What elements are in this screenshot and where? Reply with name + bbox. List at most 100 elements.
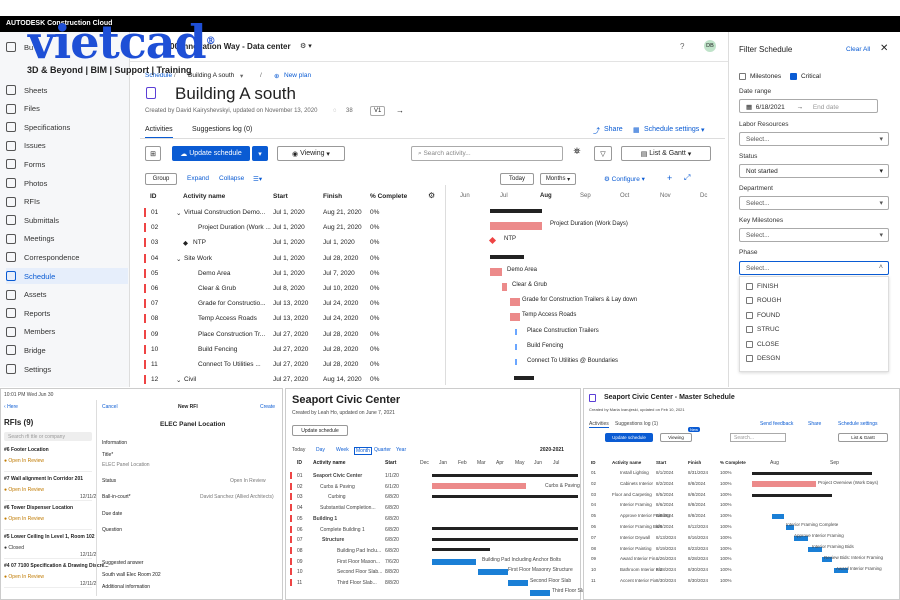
- table-row[interactable]: 12 ⌄ Civil Jul 27, 2020 Aug 14, 2020 0%: [140, 372, 440, 387]
- gantt-bar[interactable]: [432, 527, 578, 530]
- gantt-bar[interactable]: [808, 547, 822, 552]
- view-tab-week[interactable]: Week: [336, 447, 349, 453]
- phase-option-desgn[interactable]: DESGN: [746, 355, 780, 362]
- viewing-dropdown[interactable]: ◉ Viewing ▾: [277, 146, 345, 161]
- activity-name[interactable]: Building 1: [313, 515, 338, 522]
- splitter[interactable]: [445, 185, 446, 385]
- sidebar-item-issues[interactable]: Issues: [6, 138, 128, 154]
- sidebar-item-files[interactable]: Files: [6, 101, 128, 117]
- labor-select[interactable]: Select... ▾: [739, 132, 889, 146]
- sidebar-item-forms[interactable]: Forms: [6, 156, 128, 172]
- master-update-button[interactable]: Update schedule: [605, 433, 653, 442]
- status-select[interactable]: Not started ▾: [739, 164, 889, 178]
- update-dropdown-button[interactable]: ▾: [252, 146, 268, 161]
- sidebar-item-bridge[interactable]: Bridge: [6, 342, 128, 358]
- date-range-input[interactable]: ▦ 6/18/2021 → End date: [739, 99, 878, 113]
- activity-name[interactable]: Second Floor Slab...: [337, 569, 383, 576]
- activity-name[interactable]: Floor and Carpeting: [612, 491, 652, 497]
- sidebar-item-settings[interactable]: Settings: [6, 361, 128, 377]
- rfi-field[interactable]: Question: [102, 527, 123, 533]
- chevron-down-icon[interactable]: ▾: [701, 127, 705, 134]
- table-row[interactable]: 06 Clear & Grub Jul 8, 2020 Jul 10, 2020 0%: [140, 281, 440, 296]
- view-tab-day[interactable]: Day: [316, 447, 325, 453]
- rfi-field[interactable]: ELEC Panel Location: [102, 462, 150, 468]
- today-button[interactable]: Today: [500, 173, 534, 185]
- sidebar-item-reports[interactable]: Reports: [6, 305, 128, 321]
- sidebar-item-build[interactable]: Bu: [6, 39, 128, 55]
- rfi-item-title[interactable]: #5 Lower Ceiling In Level 1, Room 102: [4, 534, 95, 540]
- comments-icon[interactable]: ◌: [333, 108, 337, 114]
- hierarchy-icon[interactable]: ⊞: [145, 146, 161, 161]
- expand-button[interactable]: Expand: [187, 175, 210, 182]
- activity-name[interactable]: Seaport Civic Center: [313, 473, 363, 479]
- rfi-item-title[interactable]: #4 07 7100 Specification & Drawing Discr…: [4, 563, 109, 569]
- phase-option-close[interactable]: CLOSE: [746, 340, 779, 348]
- seaport-update-button[interactable]: Update schedule: [292, 425, 348, 436]
- group-button[interactable]: Group: [145, 173, 177, 185]
- gantt-bar[interactable]: [786, 525, 794, 530]
- table-row[interactable]: 05 Demo Area Jul 1, 2020 Jul 7, 2020 0%: [140, 266, 440, 281]
- activity-name[interactable]: Complete Building 1: [320, 526, 365, 533]
- activity-name[interactable]: Accent Interior Fix: [620, 578, 657, 583]
- sidebar-item-meetings[interactable]: Meetings: [6, 231, 128, 247]
- activity-name[interactable]: Curbing: [328, 494, 346, 501]
- gantt-bar[interactable]: [822, 557, 832, 562]
- gantt-bar[interactable]: [508, 580, 528, 586]
- back-link[interactable]: ‹ Here: [4, 404, 18, 410]
- gantt-bar[interactable]: [514, 376, 534, 381]
- rfi-field[interactable]: South wall Elec Room 202: [102, 572, 161, 578]
- rfi-item-title[interactable]: #6 Tower Dispenser Location: [4, 505, 74, 511]
- rfi-field[interactable]: Open In Review: [230, 478, 266, 484]
- chevron-down-icon[interactable]: ⌄: [176, 377, 182, 385]
- clear-all-button[interactable]: Clear All: [846, 46, 871, 53]
- master-view-selector[interactable]: List & Gantt: [838, 433, 888, 442]
- avatar[interactable]: DB: [704, 40, 716, 52]
- phase-option-finish[interactable]: FINISH: [746, 283, 778, 290]
- rfi-field[interactable]: Ball-in-court*: [102, 494, 131, 500]
- send-feedback-button[interactable]: Send feedback: [760, 421, 794, 427]
- activity-name[interactable]: Interior Painting: [620, 545, 652, 551]
- view-selector[interactable]: ▤ List & Gantt ▾: [621, 146, 711, 161]
- gantt-bar[interactable]: [510, 313, 520, 322]
- share-button[interactable]: Share: [604, 126, 623, 133]
- activity-name[interactable]: Bathroom Interior Fix: [620, 567, 663, 573]
- gantt-bar[interactable]: [490, 209, 542, 213]
- activity-name[interactable]: Substantial Completion...: [320, 505, 376, 512]
- rfi-item-title[interactable]: #6 Footer Location: [4, 447, 49, 453]
- gantt-bar[interactable]: [772, 514, 784, 519]
- rfi-field[interactable]: David Sanchez (Allied Architects): [200, 494, 274, 500]
- activity-name[interactable]: Cabinets Interior: [620, 480, 654, 486]
- activity-name[interactable]: Interior Drywall: [620, 534, 651, 540]
- rfi-search[interactable]: Search rfi ttle or company: [4, 432, 92, 441]
- critical-checkbox[interactable]: Critical: [790, 73, 821, 80]
- table-row[interactable]: 11 Connect To Utilities ... Jul 27, 2020 Ju…: [140, 357, 440, 372]
- version-badge[interactable]: V1: [370, 106, 386, 116]
- master-tab-suggestions[interactable]: Suggestions log (1): [615, 421, 659, 427]
- sidebar-item-members[interactable]: Members: [6, 324, 128, 340]
- master-share-button[interactable]: Share: [808, 421, 822, 427]
- gantt-bar[interactable]: [834, 568, 848, 573]
- key-milestones-select[interactable]: Select... ▾: [739, 228, 889, 242]
- collapse-button[interactable]: Collapse: [219, 175, 245, 182]
- help-icon[interactable]: ?: [680, 42, 685, 51]
- master-viewing-button[interactable]: Viewing: [660, 433, 692, 442]
- rfi-field[interactable]: Due date: [102, 511, 123, 517]
- sidebar-item-schedule[interactable]: Schedule: [6, 268, 128, 284]
- master-tab-activities[interactable]: Activities: [589, 421, 609, 428]
- gantt-bar[interactable]: [794, 536, 808, 541]
- activity-name[interactable]: Interior Framing Bids: [620, 524, 662, 529]
- activity-name[interactable]: Structure: [322, 537, 345, 544]
- arrow-right-icon[interactable]: →: [396, 106, 404, 115]
- activity-name[interactable]: Install Lighting: [620, 470, 649, 475]
- rfi-item-title[interactable]: #7 Wall alignment In Corridor 201: [4, 476, 83, 482]
- view-tab-quarter[interactable]: Quarter: [374, 447, 391, 453]
- table-row[interactable]: 04 ⌄ Site Work Jul 1, 2020 Jul 28, 2020 0%: [140, 251, 440, 266]
- binoculars-icon[interactable]: ⛯: [573, 146, 581, 156]
- activity-name[interactable]: Interior Framing: [620, 502, 652, 508]
- gantt-bar[interactable]: [752, 472, 872, 475]
- breadcrumb-schedule[interactable]: Schedule: [145, 72, 173, 79]
- phase-option-found[interactable]: FOUND: [746, 311, 780, 319]
- activity-name[interactable]: First Floor Mason...: [337, 558, 381, 565]
- sidebar-item-photos[interactable]: Photos: [6, 175, 128, 191]
- gantt-bar[interactable]: [752, 481, 816, 487]
